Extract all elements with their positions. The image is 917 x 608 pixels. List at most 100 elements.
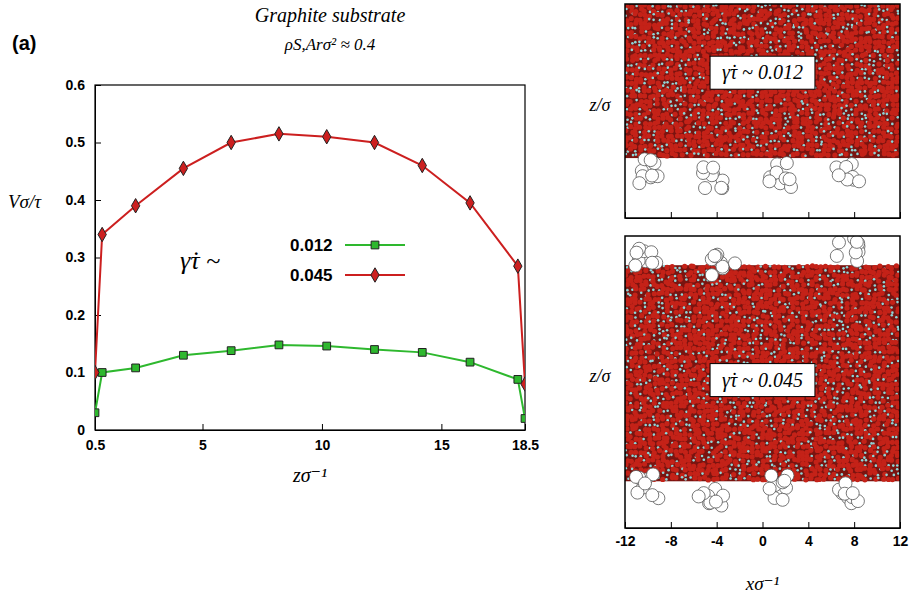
molecule-atom [722, 137, 727, 142]
molecule-atom [633, 21, 638, 26]
molecule-atom [674, 104, 677, 107]
molecule-atom [790, 30, 795, 35]
molecule-atom [800, 37, 803, 40]
molecule-atom [755, 94, 758, 97]
molecule-atom [642, 93, 647, 98]
molecule-atom [666, 129, 669, 132]
molecule-atom [661, 145, 664, 148]
molecule-atom [889, 134, 894, 139]
molecule-atom [727, 138, 732, 143]
molecule-atom [692, 125, 695, 128]
molecule-atom [696, 30, 701, 35]
molecule-atom [889, 30, 894, 35]
molecule-atom [631, 27, 634, 30]
molecule-atom [880, 34, 885, 39]
molecule-atom [893, 111, 898, 116]
molecule-atom [818, 99, 821, 102]
molecule-atom [668, 117, 673, 122]
molecule-atom [817, 107, 822, 112]
molecule-atom [713, 29, 718, 34]
molecule-atom [691, 60, 696, 65]
molecule-atom [836, 76, 839, 79]
molecule-atom [889, 126, 894, 131]
molecule-atom [646, 36, 651, 41]
molecule-atom [641, 44, 646, 49]
molecule-atom [703, 28, 706, 31]
molecule-atom [705, 35, 710, 40]
molecule-atom [736, 138, 741, 143]
series-marker [275, 341, 283, 349]
molecule-atom [652, 67, 655, 70]
molecule-atom [840, 21, 845, 26]
molecule-atom [633, 138, 638, 143]
molecule-atom [635, 5, 638, 8]
molecule-atom [662, 84, 665, 87]
molecule-atom [848, 56, 853, 61]
molecule-atom [649, 86, 652, 89]
molecule-atom [863, 4, 866, 7]
molecule-atom [714, 89, 719, 94]
molecule-atom [786, 140, 789, 143]
molecule-atom [725, 32, 728, 35]
x-axis-line [96, 430, 526, 431]
molecule-atom [671, 45, 674, 48]
molecule-atom [895, 35, 900, 40]
molecule-atom [701, 89, 704, 92]
molecule-atom [670, 48, 675, 53]
molecule-atom [814, 43, 819, 48]
molecule-atom [823, 130, 826, 133]
molecule-atom [700, 143, 705, 148]
molecule-atom [835, 24, 840, 29]
molecule-atom [760, 94, 765, 99]
molecule-atom [796, 103, 801, 108]
molecule-atom [710, 11, 715, 16]
legend: γ̇τ ~0.0120.045 [180, 236, 405, 285]
y-tick-label: 0.4 [66, 192, 86, 208]
molecule-atom [746, 136, 749, 139]
molecule-atom [630, 64, 633, 67]
molecule-atom [873, 60, 876, 63]
molecule-atom [836, 120, 841, 125]
molecule-atom [751, 127, 754, 130]
y-tick-label: 0.3 [66, 249, 86, 265]
molecule-atom [689, 108, 692, 111]
molecule-atom [870, 138, 875, 143]
molecule-atom [705, 17, 708, 20]
molecule-atom [795, 99, 800, 104]
molecule-atom [629, 34, 634, 39]
molecule-atom [882, 9, 885, 12]
molecule-atom [775, 130, 778, 133]
molecule-atom [868, 13, 871, 16]
molecule-atom [706, 116, 709, 119]
molecule-atom [671, 138, 676, 143]
liquid-region [625, 4, 900, 158]
molecule-atom [655, 119, 660, 124]
molecule-atom [858, 63, 863, 68]
series-marker [95, 409, 99, 417]
molecule-atom [818, 67, 821, 70]
molecule-atom [632, 93, 637, 98]
molecule-atom [849, 103, 854, 108]
molecule-atom [782, 129, 787, 134]
molecule-atom [629, 75, 634, 80]
molecule-atom [787, 132, 790, 135]
molecule-atom [661, 94, 664, 97]
molecule-atom [662, 50, 665, 53]
molecule-atom [844, 75, 849, 80]
subtitle: ρS,Arσ² ≈ 0.4 [284, 35, 376, 54]
molecule-atom [652, 125, 657, 130]
molecule-atom [680, 139, 683, 142]
molecule-atom [649, 118, 652, 121]
molecule-atom [642, 130, 647, 135]
molecule-atom [841, 99, 844, 102]
molecule-atom [655, 12, 660, 17]
molecule-atom [763, 43, 768, 48]
molecule-atom [661, 4, 666, 9]
molecule-atom [894, 124, 899, 129]
x-tick-label: 18.5 [512, 437, 539, 453]
molecule-atom [678, 19, 681, 22]
molecule-atom [799, 110, 804, 115]
molecule-atom [742, 14, 747, 19]
molecule-atom [661, 97, 666, 102]
molecule-atom [783, 31, 786, 34]
